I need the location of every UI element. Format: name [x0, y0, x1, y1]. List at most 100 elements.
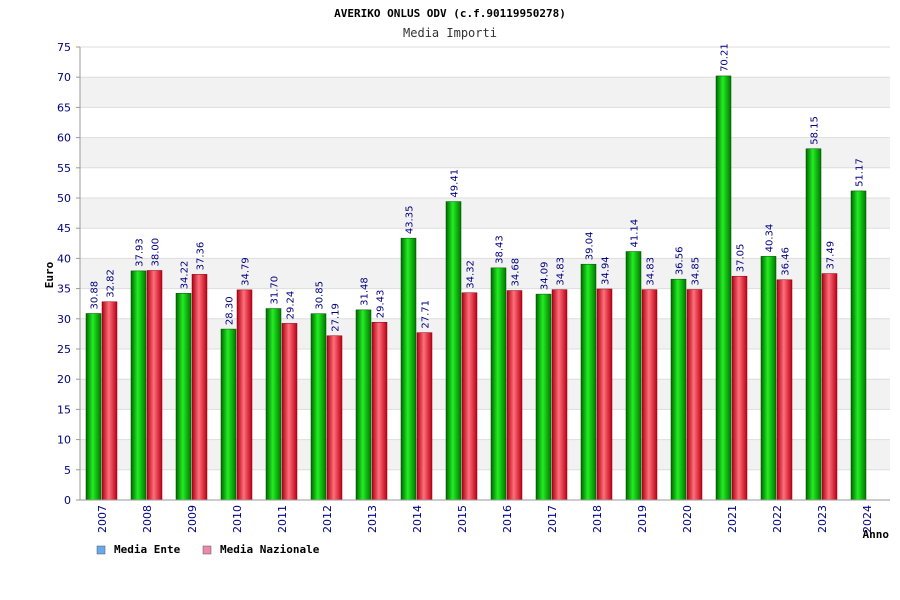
grid-band [80, 258, 890, 289]
bar-media-nazionale [461, 292, 478, 501]
grid-band [80, 349, 890, 380]
value-labels: 30.88 32.82 37.93 38.00 34.22 37.36 28.30 34.79… [90, 43, 866, 331]
grid-band [80, 107, 890, 138]
y-tick-label: 35 [57, 283, 71, 296]
legend-label-media-ente: Media Ente [114, 543, 181, 556]
bar-value-label: 34.83 [646, 257, 657, 286]
x-tick-label: 2020 [681, 505, 694, 533]
plot-background [80, 47, 890, 500]
bar-value-label: 34.79 [241, 257, 252, 286]
bar-value-label: 31.70 [270, 276, 281, 305]
x-tick-label: 2019 [636, 505, 649, 533]
y-tick-label: 65 [57, 101, 71, 114]
grid-band [80, 137, 890, 168]
y-tick-label: 70 [57, 71, 71, 84]
bar-value-label: 39.04 [585, 232, 596, 261]
bar-media-nazionale [146, 270, 163, 501]
bar-media-nazionale [731, 275, 748, 501]
bar-value-label: 36.56 [675, 247, 686, 276]
bar-value-label: 37.93 [135, 238, 146, 267]
legend-label-media-nazionale: Media Nazionale [220, 543, 320, 556]
bar-media-ente [535, 293, 552, 501]
x-tick-label: 2014 [411, 505, 424, 533]
bar-value-label: 34.32 [466, 260, 477, 289]
bar-media-nazionale [326, 335, 343, 501]
bar-media-ente [445, 201, 462, 501]
bar-value-label: 34.09 [540, 261, 551, 290]
bar-media-ente [220, 328, 237, 501]
bar-value-label: 37.05 [736, 244, 747, 273]
bar-value-label: 38.43 [495, 235, 506, 264]
bar-media-nazionale [191, 274, 208, 501]
bar-media-nazionale [821, 273, 838, 501]
x-tick-label: 2017 [546, 505, 559, 533]
y-tick-label: 5 [64, 464, 71, 477]
bar-media-ente [805, 148, 822, 501]
y-tick-label: 30 [57, 313, 71, 326]
x-tick-label: 2023 [816, 505, 829, 533]
grid-band [80, 409, 890, 440]
x-tick-label: 2013 [366, 505, 379, 533]
bar-value-label: 30.88 [90, 281, 101, 310]
y-tick-label: 55 [57, 162, 71, 175]
bar-media-ente [175, 293, 192, 501]
x-tick-label: 2012 [321, 505, 334, 533]
x-tick-label: 2007 [96, 505, 109, 533]
grid-band [80, 77, 890, 108]
bar-media-ente [310, 313, 327, 501]
bar-media-nazionale [416, 332, 433, 501]
bar-value-label: 37.36 [196, 242, 207, 271]
bar-value-label: 34.83 [556, 257, 567, 286]
y-axis-label: Euro [43, 261, 56, 288]
bar-value-label: 31.48 [360, 277, 371, 306]
grid-band [80, 47, 890, 78]
bar-value-label: 41.14 [630, 219, 641, 248]
bar-value-label: 37.49 [826, 241, 837, 270]
y-tick-label: 10 [57, 434, 71, 447]
chart-subtitle: Media Importi [403, 26, 497, 40]
bar-media-nazionale [641, 289, 658, 501]
bar-media-ente [355, 309, 372, 501]
bar-media-ente [265, 308, 282, 501]
x-tick-label: 2022 [771, 505, 784, 533]
grid-band [80, 379, 890, 410]
grid-band [80, 439, 890, 470]
grid-band [80, 318, 890, 349]
bar-media-nazionale [596, 288, 613, 501]
bar-value-label: 40.34 [765, 224, 776, 253]
x-axis-label: Anno [863, 528, 890, 541]
bar-value-label: 32.82 [106, 269, 117, 298]
bar-value-label: 38.00 [151, 238, 162, 267]
bar-media-nazionale [101, 301, 118, 501]
bar-media-nazionale [281, 323, 298, 501]
x-tick-label: 2008 [141, 505, 154, 533]
x-tick-label: 2010 [231, 505, 244, 533]
bar-value-label: 27.19 [331, 303, 342, 332]
y-tick-label: 45 [57, 222, 71, 235]
x-tick-label: 2021 [726, 505, 739, 533]
bar-media-nazionale [236, 289, 253, 501]
x-tick-label: 2009 [186, 505, 199, 533]
chart-title: AVERIKO ONLUS ODV (c.f.90119950278) [334, 7, 566, 20]
y-tick-label: 40 [57, 252, 71, 265]
grid-band [80, 469, 890, 500]
bar-media-nazionale [551, 289, 568, 501]
y-tick-label: 60 [57, 132, 71, 145]
x-axis-ticks: 2007 2008 2009 2010 2011 2012 2013 2014 2015 2016… [96, 505, 874, 533]
x-tick-label: 2018 [591, 505, 604, 533]
bar-value-label: 29.24 [286, 291, 297, 320]
bar-value-label: 34.85 [691, 257, 702, 286]
bar-value-label: 70.21 [720, 43, 731, 72]
bar-media-ente [400, 237, 417, 501]
grid-band [80, 198, 890, 229]
legend: Media Ente Media Nazionale [96, 543, 320, 556]
y-tick-label: 25 [57, 343, 71, 356]
bars [85, 75, 867, 501]
y-tick-label: 15 [57, 403, 71, 416]
y-tick-label: 0 [64, 494, 71, 507]
grid-band [80, 167, 890, 198]
bar-value-label: 34.94 [601, 256, 612, 285]
y-axis-ticks: 0 5 10 15 20 25 30 35 40 45 50 55 60 65 70 75 [57, 41, 80, 507]
x-tick-label: 2024 [861, 505, 874, 533]
